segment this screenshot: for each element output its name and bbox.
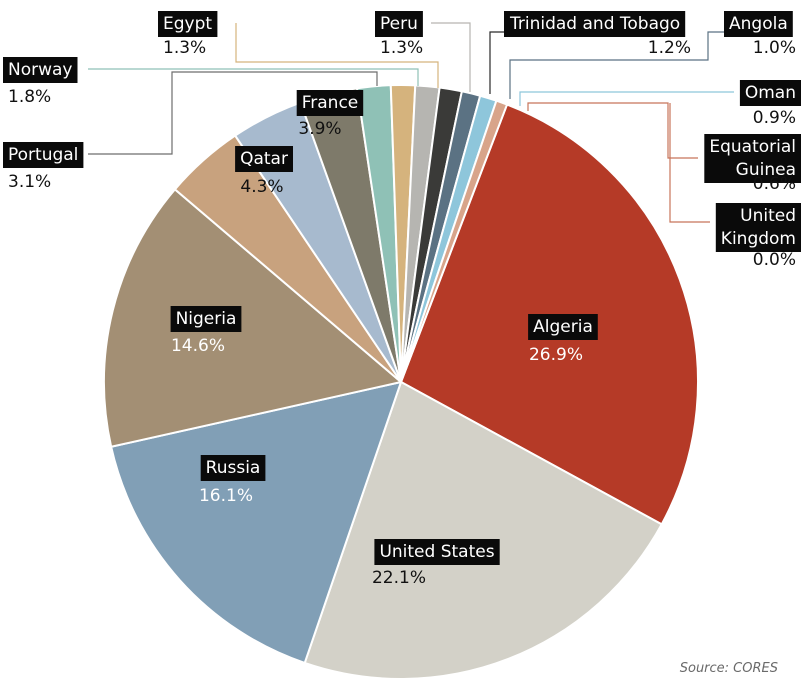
label-box-peru [375, 11, 423, 37]
slice-nigeria [103, 187, 404, 448]
leader-angola [509, 31, 728, 99]
slice-russia [109, 380, 403, 665]
label-peru: Peru 1.3% [375, 11, 423, 58]
label-name-egypt: Egypt [163, 14, 212, 34]
label-value-nigeria: 14.6% [171, 336, 225, 356]
label-box-france [296, 90, 364, 116]
label-value-qatar: 4.3% [240, 177, 283, 197]
label-box-equatorial-guinea [704, 134, 801, 183]
label-value-united-states: 22.1% [372, 568, 426, 588]
label-name-angola: Angola [729, 14, 788, 34]
slice-equatorial-guinea [400, 99, 509, 383]
label-value-algeria: 26.9% [529, 345, 583, 365]
label-egypt: Egypt 1.3% [158, 11, 218, 58]
label-name-trinidad-and-tobago: Trinidad and Tobago [509, 14, 680, 34]
label-value-portugal: 3.1% [8, 172, 51, 192]
label-box-united-states [374, 539, 500, 565]
label-box-russia [200, 455, 266, 481]
label-name-portugal: Portugal [8, 145, 78, 165]
label-box-angola [724, 11, 793, 37]
pie-slices [103, 84, 699, 680]
label-box-algeria [528, 314, 598, 340]
slice-united-states [303, 380, 664, 680]
label-box-oman [739, 80, 801, 106]
label-value-equatorial-guinea: 0.6% [753, 174, 796, 194]
leader-peru [431, 22, 471, 92]
label-name-algeria: Algeria [533, 317, 593, 337]
label-value-angola: 1.0% [753, 38, 796, 58]
leader-egypt [235, 23, 439, 88]
leader-portugal [88, 71, 378, 155]
leader-equatorial-guinea [527, 102, 698, 159]
label-name-united-states: United States [379, 542, 494, 562]
label-angola: Angola 1.0% [724, 11, 796, 58]
label-value-egypt: 1.3% [163, 38, 206, 58]
label-box-norway [3, 57, 78, 83]
label-norway: Norway 1.8% [3, 57, 78, 107]
label-portugal: Portugal 3.1% [3, 142, 84, 192]
label-value-oman: 0.9% [753, 108, 796, 128]
label-trinidad-and-tobago: Trinidad and Tobago 1.2% [504, 11, 691, 58]
label-box-portugal [3, 142, 84, 168]
label-nigeria: Nigeria 14.6% [170, 306, 242, 356]
label-russia: Russia 16.1% [199, 455, 266, 506]
source-note: Source: CORES [680, 661, 778, 676]
label-value-trinidad-and-tobago: 1.2% [648, 38, 691, 58]
label-box-qatar [235, 146, 293, 172]
label-box-egypt [158, 11, 218, 37]
leader-trinidad-and-tobago [489, 31, 508, 94]
label-box-united-kingdom [715, 203, 801, 252]
label-value-united-kingdom: 0.0% [753, 250, 796, 270]
slice-labels: Algeria 26.9% United States 22.1% Russia 16.1… [3, 11, 801, 588]
label-name-norway: Norway [8, 60, 73, 80]
label-united-states: United States 22.1% [372, 539, 500, 588]
label-name-peru: Peru [380, 14, 418, 34]
label-name-oman: Oman [745, 83, 796, 103]
label-value-france: 3.9% [298, 119, 341, 139]
label-value-peru: 1.3% [380, 38, 423, 58]
leader-united-kingdom [669, 103, 710, 223]
label-value-russia: 16.1% [199, 486, 253, 506]
label-name-russia: Russia [206, 458, 261, 478]
leader-norway [88, 68, 419, 86]
label-name-france: France [302, 93, 359, 113]
label-box-trinidad-and-tobago [504, 11, 686, 37]
leader-lines [88, 22, 734, 223]
label-name-qatar: Qatar [240, 149, 288, 169]
label-algeria: Algeria 26.9% [528, 314, 598, 365]
leader-oman [519, 91, 734, 106]
label-oman: Oman 0.9% [739, 80, 801, 128]
label-name-nigeria: Nigeria [176, 309, 237, 329]
label-box-nigeria [170, 306, 242, 332]
label-value-norway: 1.8% [8, 87, 51, 107]
label-france: France 3.9% [296, 90, 364, 139]
label-name-equatorial-guinea: Equatorial Guinea [709, 137, 796, 180]
label-qatar: Qatar 4.3% [235, 146, 293, 197]
label-name-united-kingdom: United Kingdom [721, 206, 796, 249]
